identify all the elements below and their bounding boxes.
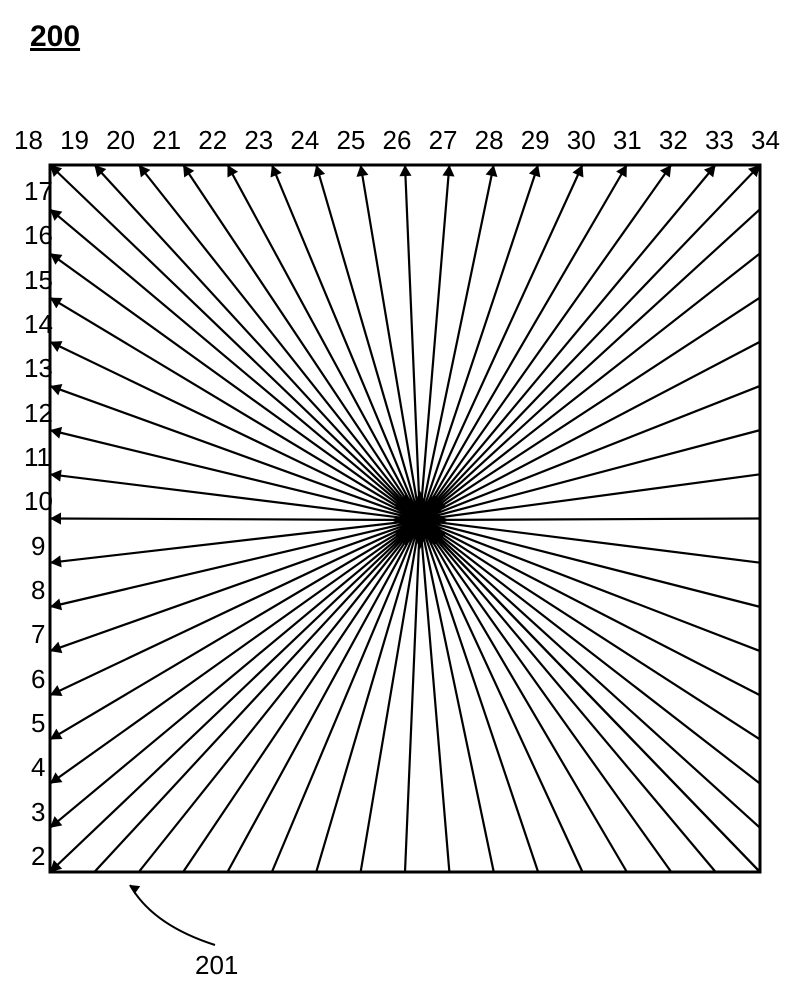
top-label: 19 [60,125,89,156]
left-label: 16 [24,220,53,251]
left-label: 17 [24,176,53,207]
left-label: 2 [31,841,45,872]
top-label: 23 [244,125,273,156]
top-label: 21 [152,125,181,156]
top-label: 32 [659,125,688,156]
left-label: 4 [31,752,45,783]
left-label: 8 [31,575,45,606]
top-label: 22 [198,125,227,156]
top-label: 34 [751,125,780,156]
left-label: 5 [31,708,45,739]
top-label: 33 [705,125,734,156]
left-label: 3 [31,797,45,828]
top-label: 30 [567,125,596,156]
left-label: 14 [24,309,53,340]
left-label: 15 [24,265,53,296]
left-label: 11 [24,442,51,473]
top-label: 29 [521,125,550,156]
top-label: 18 [14,125,43,156]
top-label: 26 [383,125,412,156]
left-label: 7 [31,619,45,650]
callout-label: 201 [195,950,238,981]
top-label: 27 [429,125,458,156]
left-label: 13 [24,353,53,384]
left-label: 12 [24,398,53,429]
figure-canvas: 200 201 18192021222324252627282930313233… [0,0,801,1000]
left-label: 10 [24,486,53,517]
top-label: 20 [106,125,135,156]
left-label: 9 [31,531,45,562]
left-label: 6 [31,664,45,695]
top-label: 28 [475,125,504,156]
top-label: 25 [336,125,365,156]
top-label: 24 [290,125,319,156]
top-label: 31 [613,125,642,156]
